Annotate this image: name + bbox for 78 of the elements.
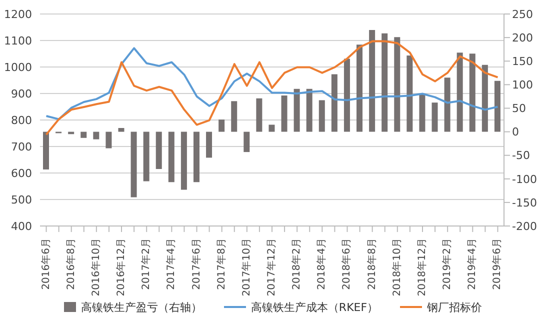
bar bbox=[318, 100, 325, 132]
y2-tick-label: 50 bbox=[512, 102, 526, 116]
legend-label: 高镍铁生产盈亏（右轴） bbox=[80, 300, 202, 314]
y2-tick-label: 0 bbox=[512, 126, 519, 139]
x-tick-label: 2018年6月 bbox=[340, 238, 353, 290]
x-tick-label: 2019年4月 bbox=[466, 238, 478, 290]
bar bbox=[143, 132, 150, 182]
bar bbox=[331, 74, 338, 132]
y2-tick-label: 150 bbox=[512, 55, 533, 68]
bar bbox=[118, 128, 124, 132]
bar bbox=[80, 132, 87, 138]
x-tick-label: 2017年10月 bbox=[240, 238, 252, 296]
bar bbox=[156, 132, 162, 169]
legend-label: 钢厂招标价 bbox=[427, 300, 482, 314]
bar bbox=[469, 54, 476, 132]
bar bbox=[168, 132, 174, 182]
y-tick-label: 500 bbox=[11, 193, 32, 206]
bar bbox=[106, 132, 112, 148]
x-tick-label: 2016年12月 bbox=[115, 238, 128, 296]
legend-label: 高镍铁生产成本（RKEF） bbox=[250, 300, 378, 314]
bar bbox=[268, 124, 275, 132]
x-tick-label: 2018年8月 bbox=[366, 238, 378, 290]
y2-tick-label: 200 bbox=[512, 31, 533, 44]
bar bbox=[93, 132, 100, 140]
y-tick-label: 800 bbox=[11, 114, 32, 127]
x-tick-label: 2017年6月 bbox=[190, 238, 202, 290]
bar bbox=[494, 80, 500, 132]
x-tick-label: 2016年6月 bbox=[40, 238, 52, 290]
bar bbox=[344, 58, 350, 132]
bar bbox=[180, 132, 187, 190]
y2-tick-label: -100 bbox=[512, 172, 537, 186]
y2-tick-label: -50 bbox=[512, 149, 530, 162]
bar bbox=[456, 52, 463, 132]
bar bbox=[419, 94, 426, 132]
line-series bbox=[45, 47, 499, 120]
y-tick-label: 900 bbox=[11, 87, 32, 100]
bar bbox=[218, 120, 225, 132]
x-tick-label: 2018年2月 bbox=[290, 238, 303, 290]
bar bbox=[206, 132, 212, 158]
bar bbox=[406, 55, 413, 132]
y2-tick-label: 100 bbox=[512, 78, 533, 92]
bar bbox=[482, 64, 488, 132]
line-series bbox=[45, 40, 499, 136]
x-tick-label: 2017年2月 bbox=[140, 238, 152, 290]
bar bbox=[369, 30, 376, 132]
y-tick-label: 1000 bbox=[4, 60, 32, 74]
bar bbox=[294, 88, 300, 132]
x-tick-label: 2018年12月 bbox=[416, 238, 428, 296]
bar bbox=[256, 98, 262, 132]
bar bbox=[356, 44, 363, 132]
y-tick-label: 400 bbox=[11, 220, 32, 233]
x-tick-label: 2019年2月 bbox=[441, 238, 454, 290]
y-tick-label: 1200 bbox=[4, 8, 32, 21]
x-tick-label: 2019年6月 bbox=[491, 238, 504, 290]
bar bbox=[432, 102, 438, 132]
bar bbox=[444, 78, 450, 132]
y2-tick-label: -200 bbox=[512, 220, 537, 233]
bar bbox=[231, 101, 238, 132]
x-tick-label: 2017年12月 bbox=[266, 238, 278, 296]
y-tick-label: 700 bbox=[11, 140, 32, 154]
x-tick-label: 2016年8月 bbox=[64, 238, 77, 290]
x-tick-label: 2017年8月 bbox=[215, 238, 228, 290]
x-tick-label: 2017年4月 bbox=[165, 238, 178, 290]
bar bbox=[193, 132, 200, 182]
x-tick-label: 2016年10月 bbox=[90, 238, 102, 296]
y2-tick-label: 250 bbox=[512, 8, 533, 21]
bar bbox=[244, 132, 250, 152]
x-tick-label: 2018年4月 bbox=[316, 238, 328, 290]
x-tick-label: 2018年10月 bbox=[390, 238, 403, 296]
bar bbox=[281, 96, 288, 132]
y-tick-label: 1100 bbox=[4, 34, 32, 48]
bar bbox=[43, 132, 49, 170]
y-tick-label: 600 bbox=[11, 166, 32, 180]
bar bbox=[130, 132, 137, 198]
bar bbox=[382, 33, 388, 132]
y2-tick-label: -150 bbox=[512, 196, 537, 210]
bar bbox=[394, 37, 400, 132]
bar bbox=[306, 88, 312, 132]
